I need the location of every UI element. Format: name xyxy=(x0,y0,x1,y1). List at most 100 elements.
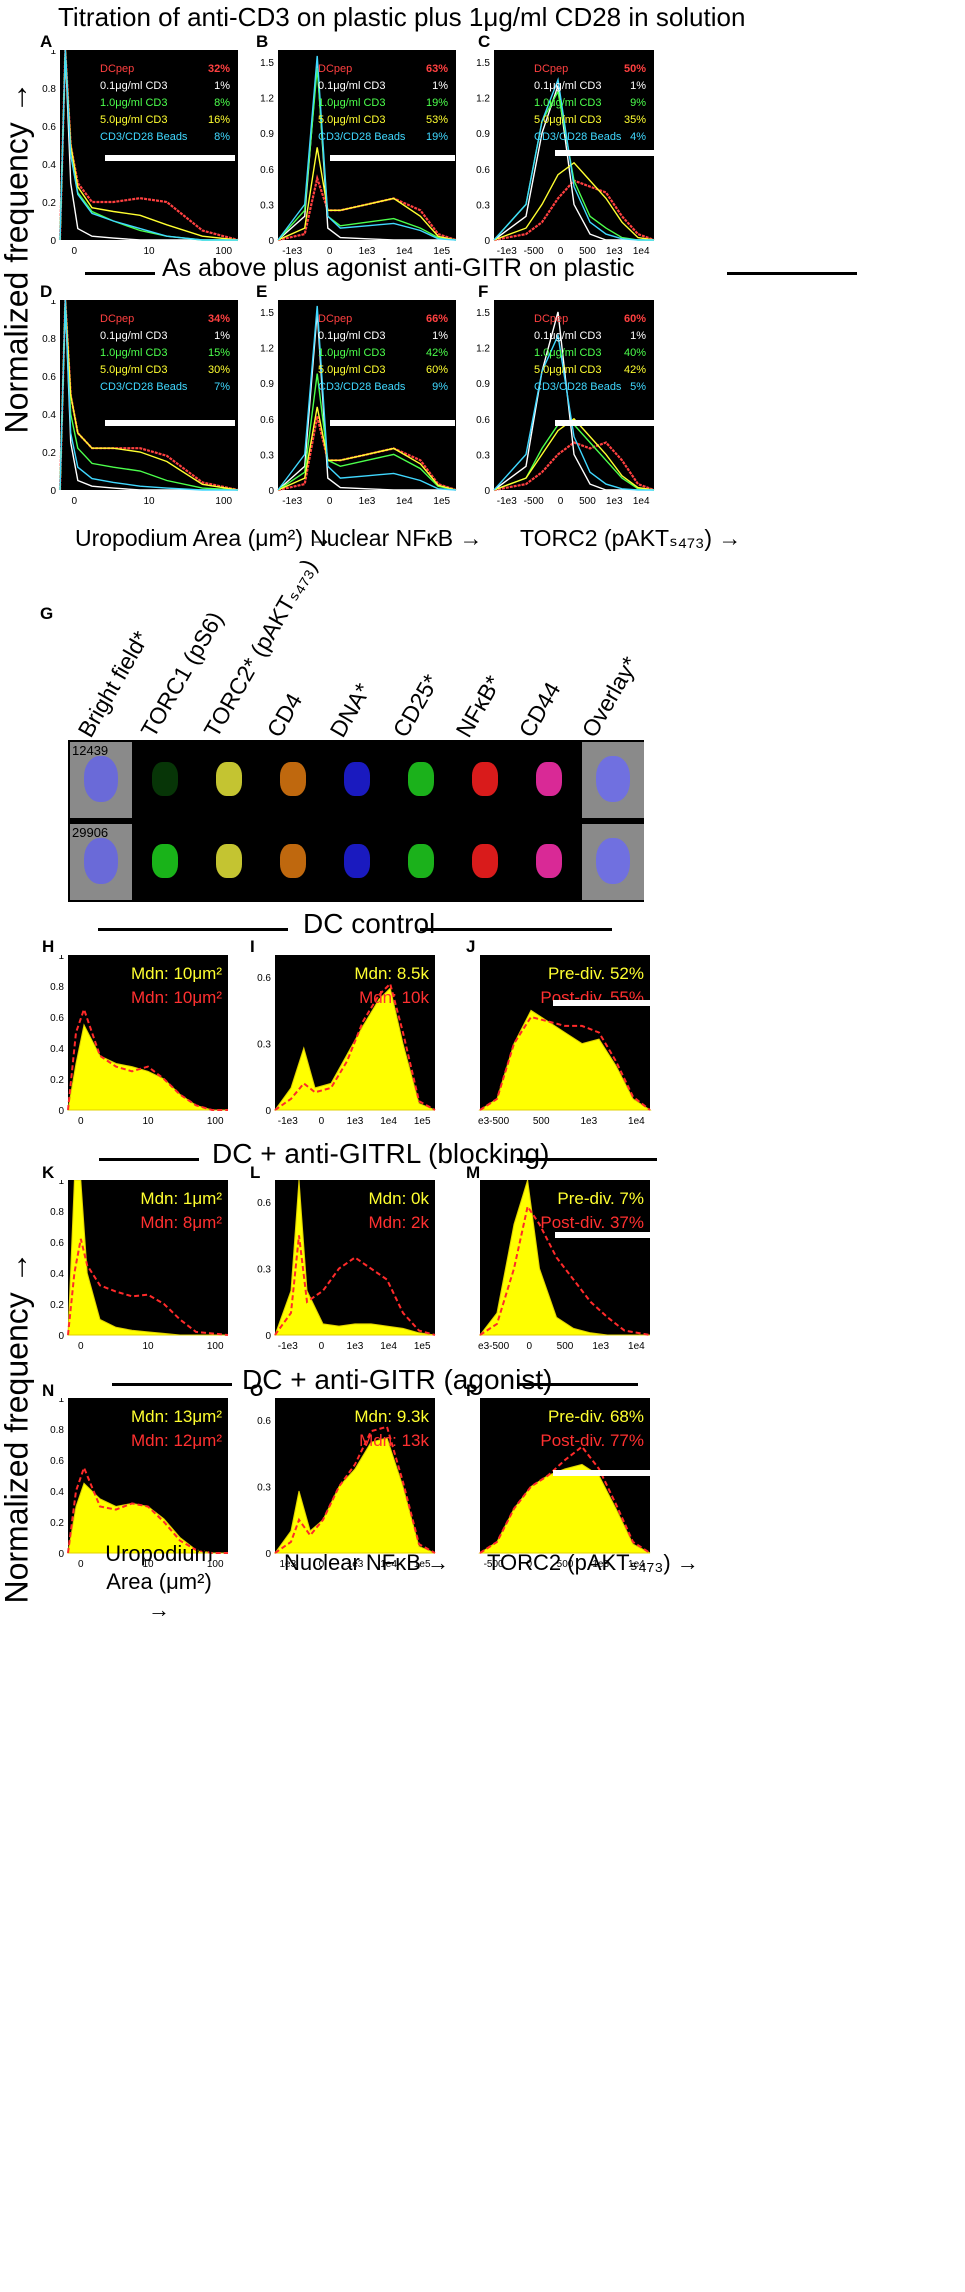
separator-line xyxy=(517,1158,657,1161)
x-tick-label: 1e3 xyxy=(347,1116,364,1127)
y-tick-label: 0.8 xyxy=(42,334,56,345)
series-line-1 xyxy=(59,50,238,241)
x-tick-label: -1e3 xyxy=(282,246,302,257)
legend-value: 42% xyxy=(426,347,448,359)
panel-label-a: A xyxy=(40,32,53,51)
x-tick-label: 500 xyxy=(557,1559,574,1570)
x-tick-label: e3-500 xyxy=(478,1341,510,1352)
median-label: Mdn: 10k xyxy=(359,988,429,1007)
y-tick-label: 0.4 xyxy=(50,1487,64,1498)
x-tick-label: 500 xyxy=(579,496,596,507)
x-tick-label: 0 xyxy=(78,1116,84,1127)
y-tick-label: 1 xyxy=(50,50,56,57)
chart-O: 0 0.3 0.6 1e3 0 1e3 1e4 1e5 Mdn: 9.3k Mdn: 13k xyxy=(257,1398,436,1570)
y-tick-label: 0 xyxy=(58,1549,64,1560)
median-label: Mdn: 1μm² xyxy=(140,1189,222,1208)
x-tick-label: 500 xyxy=(557,1341,574,1352)
gate-bar xyxy=(105,420,235,426)
series-line-0 xyxy=(277,416,457,492)
x-tick-label: 100 xyxy=(207,1116,224,1127)
fluorescence-signal xyxy=(408,844,434,878)
x-tick-label: 0 xyxy=(327,246,333,257)
y-tick-label: 0.9 xyxy=(260,129,274,140)
chart-F: 0 0.3 0.6 0.9 1.2 1.5 -1e3 -500 0 500 1e3 1e4 DCpep 6… xyxy=(476,300,655,507)
y-tick-label: 0 xyxy=(268,236,274,247)
legend-value: 40% xyxy=(624,347,646,359)
x-tick-label: 10 xyxy=(142,1341,154,1352)
y-tick-label: 0.6 xyxy=(50,1238,64,1249)
legend-value: 1% xyxy=(630,80,646,92)
panel-label-f: F xyxy=(478,282,489,301)
y-tick-label: 0.2 xyxy=(50,1518,64,1529)
x-tick-label: 1e5 xyxy=(414,1341,431,1352)
legend-label: 5.0μg/ml CD3 xyxy=(534,364,601,376)
post-division-line xyxy=(67,1464,228,1554)
y-tick-label: 0.6 xyxy=(257,1416,271,1427)
series-line-3 xyxy=(277,147,457,241)
y-tick-label: 0.3 xyxy=(260,200,274,211)
gate-bar xyxy=(330,420,455,426)
median-label: Pre-div. 68% xyxy=(548,1407,644,1426)
legend-label: 0.1μg/ml CD3 xyxy=(318,330,385,342)
gate-bar xyxy=(555,420,655,426)
median-label: Mdn: 10μm² xyxy=(131,988,222,1007)
x-tick-label: 1e4 xyxy=(380,1341,397,1352)
panel-label-i: I xyxy=(250,937,255,956)
legend-label: 0.1μg/ml CD3 xyxy=(534,330,601,342)
fluorescence-signal xyxy=(344,844,370,878)
y-tick-label: 0.6 xyxy=(257,973,271,984)
plot-area-A xyxy=(60,50,238,240)
legend-label: 0.1μg/ml CD3 xyxy=(318,80,385,92)
legend-label: DCpep xyxy=(100,63,134,75)
gate-bar xyxy=(330,155,455,161)
plot-area-F xyxy=(494,300,654,490)
legend-value: 60% xyxy=(624,313,646,325)
y-tick-label: 0 xyxy=(268,486,274,497)
legend-value: 60% xyxy=(426,364,448,376)
series-line-4 xyxy=(493,333,654,491)
series-line-4 xyxy=(59,50,238,241)
median-label: Mdn: 13k xyxy=(359,1431,429,1450)
fluorescence-signal xyxy=(472,762,498,796)
legend-label: 5.0μg/ml CD3 xyxy=(318,364,385,376)
section-title-dc-control: DC control xyxy=(303,908,436,939)
separator-line xyxy=(112,1383,232,1386)
post-division-line xyxy=(479,1015,651,1111)
median-label: Pre-div. 52% xyxy=(548,964,644,983)
x-tick-label: -500 xyxy=(524,496,544,507)
post-division-line xyxy=(479,1204,651,1336)
legend-label: 5.0μg/ml CD3 xyxy=(100,114,167,126)
legend-value: 50% xyxy=(624,63,646,75)
y-tick-label: 0.6 xyxy=(260,415,274,426)
fluorescence-signal xyxy=(280,844,306,878)
x-tick-label: 0 xyxy=(78,1341,84,1352)
series-line-3 xyxy=(59,300,239,491)
legend-label: 1.0μg/ml CD3 xyxy=(534,347,601,359)
x-tick-label: 1e4 xyxy=(633,496,650,507)
x-tick-label: 1e5 xyxy=(414,1559,431,1570)
x-tick-label: 0 xyxy=(319,1559,325,1570)
y-tick-label: 0.2 xyxy=(42,198,56,209)
median-label: Mdn: 13μm² xyxy=(131,1407,222,1426)
cell-body xyxy=(84,756,118,802)
legend-value: 8% xyxy=(214,97,230,109)
legend-value: 8% xyxy=(214,131,230,143)
x-axis-label-torc2-bottom: TORC2 (pAKTₛ₄₇₃) → xyxy=(487,1550,699,1575)
y-tick-label: 1.2 xyxy=(260,344,274,355)
x-tick-label: -1e3 xyxy=(497,496,517,507)
series-line-2 xyxy=(277,373,457,491)
imaging-column-label: Overlay* xyxy=(576,652,644,742)
chart-C: 0 0.3 0.6 0.9 1.2 1.5 -1e3 -500 0 500 1e3 1e4 DCpep 5… xyxy=(476,50,655,257)
post-division-line xyxy=(67,1238,229,1336)
legend-label: 1.0μg/ml CD3 xyxy=(534,97,601,109)
y-tick-label: 0 xyxy=(265,1106,271,1117)
y-tick-label: 0.9 xyxy=(476,379,490,390)
legend-label: 0.1μg/ml CD3 xyxy=(100,330,167,342)
series-line-2 xyxy=(493,424,655,491)
legend-label: CD3/CD28 Beads xyxy=(534,381,622,393)
y-tick-label: 0.6 xyxy=(260,165,274,176)
panel-label-d: D xyxy=(40,282,53,301)
post-division-line xyxy=(479,1445,651,1554)
cell-body xyxy=(84,838,118,884)
event-id: 12439 xyxy=(72,743,109,758)
